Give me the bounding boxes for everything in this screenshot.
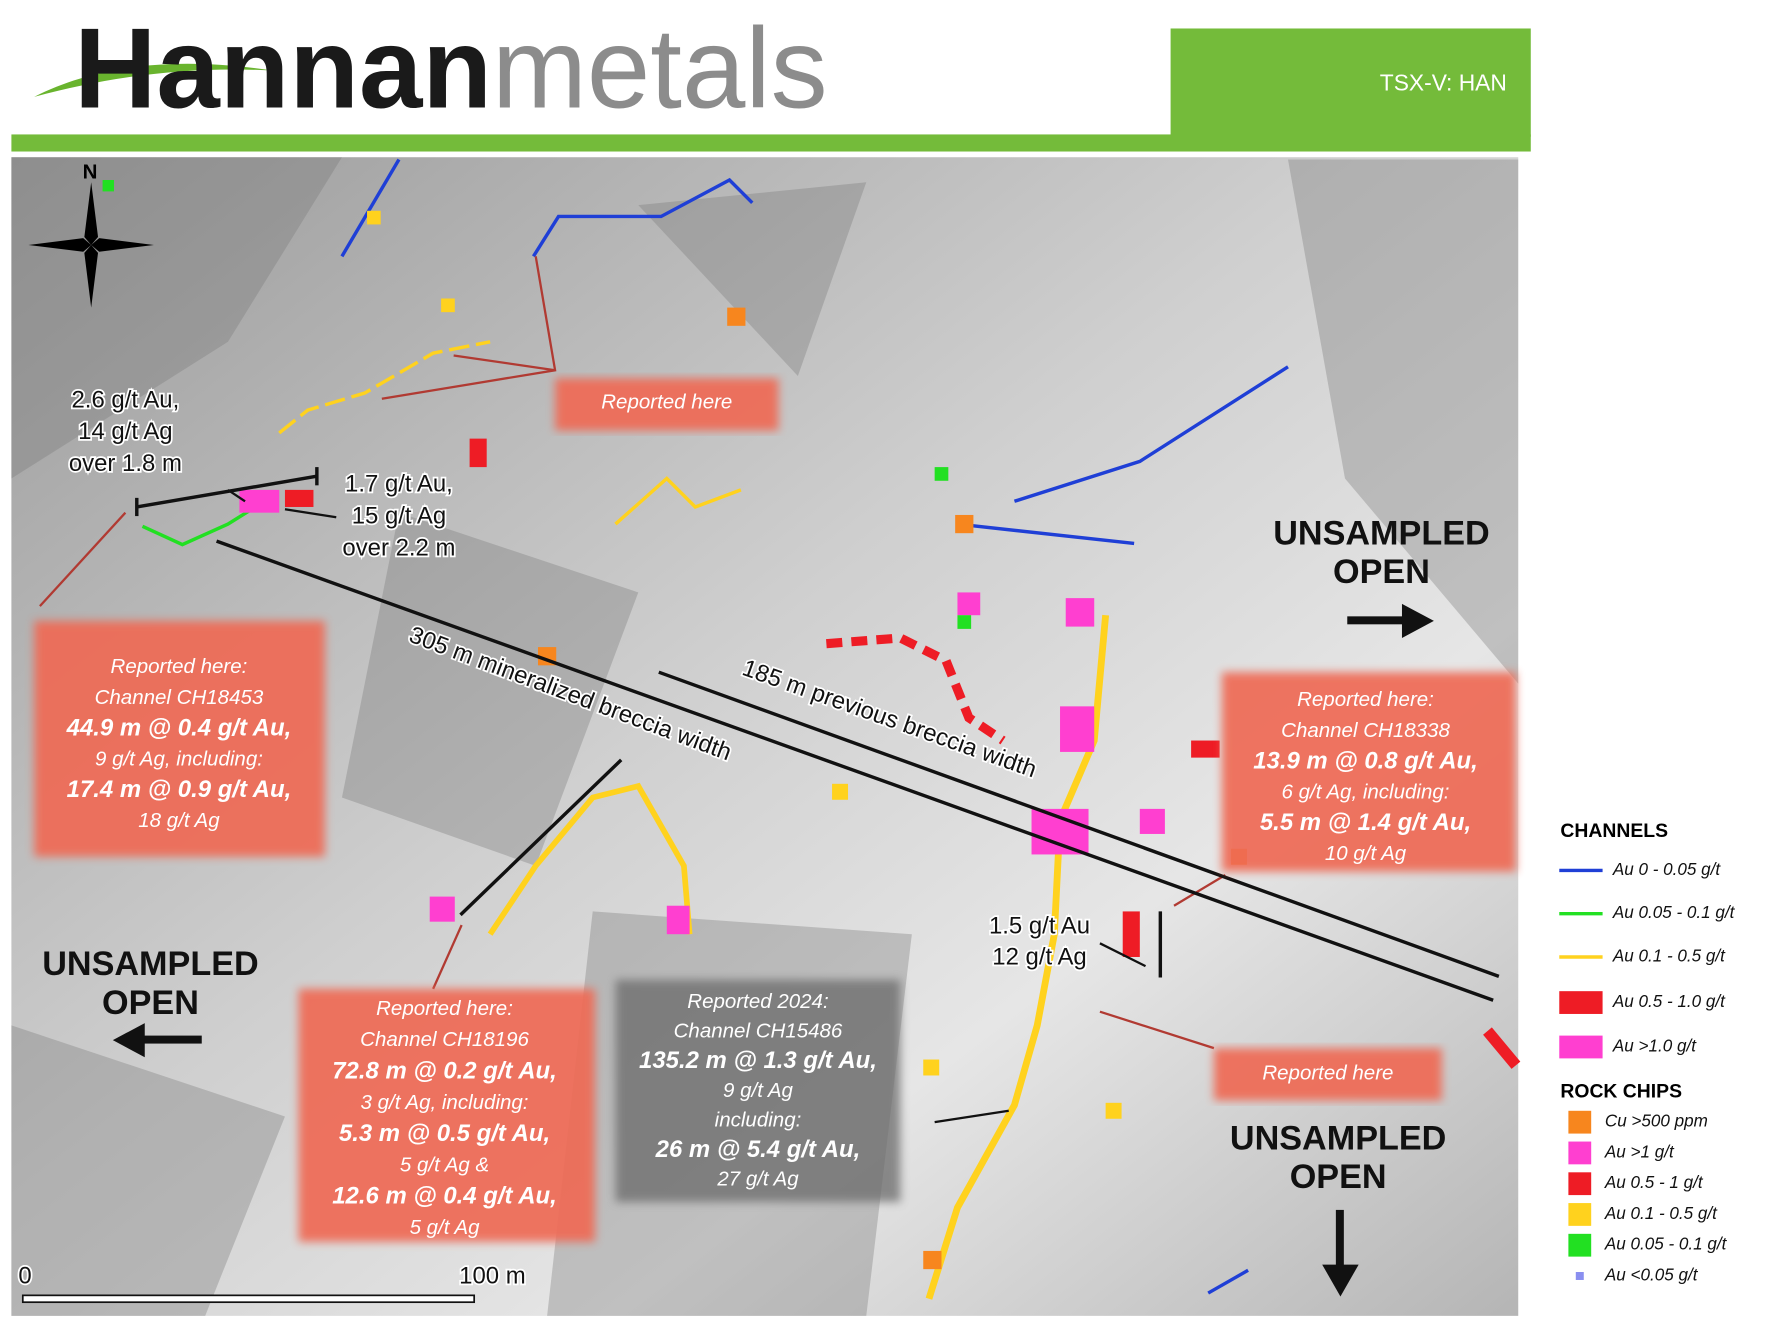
logo-swoosh	[34, 63, 274, 97]
callout-text: 44.9 m @ 0.4 g/t Au,	[66, 714, 292, 741]
legend-swatch	[1559, 1035, 1603, 1059]
callout-text: 9 g/t Ag	[723, 1079, 794, 1102]
callout-text: including:	[715, 1108, 802, 1131]
legend-swatch	[1568, 1172, 1592, 1196]
legend-swatch	[1568, 1110, 1592, 1134]
callout-text: 13.9 m @ 0.8 g/t Au,	[1253, 748, 1478, 775]
legend-label: Au 0.1 - 0.5 g/t	[1612, 947, 1726, 966]
legend-label: Au 0.05 - 0.1 g/t	[1612, 903, 1736, 922]
callout-text: 18 g/t Ag	[138, 809, 220, 832]
legend-title: CHANNELS	[1560, 820, 1668, 842]
callout-box	[1213, 1048, 1442, 1101]
open-label: UNSAMPLED	[1230, 1119, 1446, 1157]
ticker-box	[1170, 28, 1531, 137]
callout-box	[298, 988, 595, 1242]
assay-label: over 2.2 m	[342, 534, 455, 561]
header-rule	[11, 134, 1531, 152]
callout-text: 27 g/t Ag	[716, 1168, 799, 1191]
callout-box	[615, 979, 901, 1202]
callout-text: Reported 2024:	[687, 990, 828, 1013]
callout-box	[34, 620, 325, 857]
callout-text: Channel CH18453	[95, 686, 264, 709]
legend: CHANNELS Au 0 - 0.05 g/t Au 0.05 - 0.1 g/t…	[1533, 797, 1769, 1311]
callout-text: Channel CH15486	[674, 1020, 843, 1043]
callout-box	[1221, 672, 1516, 872]
legend-swatch	[1559, 991, 1603, 1014]
north-arrow: N	[28, 161, 154, 308]
assay-label: 12 g/t Ag	[992, 943, 1086, 970]
legend-swatch	[1575, 1271, 1584, 1280]
legend-label: Au >1.0 g/t	[1612, 1037, 1697, 1056]
callout-text: Reported here:	[376, 997, 513, 1020]
callout-text: 26 m @ 5.4 g/t Au,	[655, 1136, 861, 1163]
callout-text: 72.8 m @ 0.2 g/t Au,	[332, 1057, 557, 1084]
scale-bar: 0 100 m	[17, 1261, 527, 1304]
callout-text: 10 g/t Ag	[1325, 842, 1407, 865]
legend-label: Au 0.05 - 0.1 g/t	[1604, 1235, 1728, 1254]
callout-text: 135.2 m @ 1.3 g/t Au,	[639, 1047, 877, 1074]
scale-start: 0	[18, 1262, 31, 1289]
ticker: TSX-V: HAN	[1380, 69, 1507, 95]
callout-text: 5.3 m @ 0.5 g/t Au,	[339, 1120, 550, 1147]
assay-label: 2.6 g/t Au,	[72, 386, 180, 413]
callout-text: 5 g/t Ag &	[400, 1153, 489, 1176]
callout-text: 5 g/t Ag	[410, 1216, 481, 1239]
legend-swatch	[1568, 1233, 1592, 1257]
callout-text: Reported here:	[1297, 688, 1434, 711]
callout-text: Reported here:	[111, 655, 248, 678]
north-label: N	[83, 161, 98, 184]
legend-label: Au 0.5 - 1.0 g/t	[1612, 992, 1726, 1011]
legend-label: Au 0.1 - 0.5 g/t	[1604, 1204, 1718, 1223]
callout-text: 17.4 m @ 0.9 g/t Au,	[67, 776, 292, 803]
measurement-bars	[135, 467, 1500, 1002]
assay-label: over 1.8 m	[69, 450, 182, 477]
callout-text: 3 g/t Ag, including:	[361, 1091, 529, 1114]
callout-text: 12.6 m @ 0.4 g/t Au,	[332, 1183, 557, 1210]
callout-text: Channel CH18338	[1281, 719, 1450, 742]
legend-label: Au 0.5 - 1 g/t	[1604, 1173, 1704, 1192]
callout-text: 6 g/t Ag, including:	[1282, 780, 1450, 803]
callout-text: Reported here	[601, 391, 732, 414]
open-arrows	[112, 603, 1434, 1297]
assay-label: 14 g/t Ag	[78, 418, 172, 445]
assay-label: 1.5 g/t Au	[989, 913, 1090, 940]
open-label: OPEN	[1333, 553, 1430, 591]
legend-swatch	[1568, 1203, 1592, 1226]
callout-box	[555, 378, 779, 431]
callout-text: 9 g/t Ag, including:	[95, 747, 263, 770]
legend-label: Au <0.05 g/t	[1604, 1266, 1699, 1285]
open-label: OPEN	[102, 984, 199, 1022]
open-label: UNSAMPLED	[1273, 514, 1489, 552]
open-label: OPEN	[1290, 1158, 1387, 1196]
callout-text: 5.5 m @ 1.4 g/t Au,	[1260, 809, 1471, 836]
leaders	[39, 256, 1226, 1050]
scale-end: 100 m	[459, 1262, 526, 1289]
assay-label: 1.7 g/t Au,	[345, 471, 453, 498]
legend-label: Au 0 - 0.05 g/t	[1612, 860, 1722, 879]
assay-label: 15 g/t Ag	[352, 503, 446, 530]
legend-title: ROCK CHIPS	[1560, 1081, 1682, 1103]
legend-label: Cu >500 ppm	[1605, 1112, 1708, 1131]
legend-swatch	[1568, 1141, 1592, 1165]
logo: Hannanmetals	[74, 6, 828, 133]
open-label: UNSAMPLED	[42, 945, 258, 983]
callout-text: Channel CH18196	[360, 1028, 529, 1051]
callout-text: Reported here	[1262, 1062, 1393, 1085]
legend-label: Au >1 g/t	[1604, 1142, 1675, 1161]
